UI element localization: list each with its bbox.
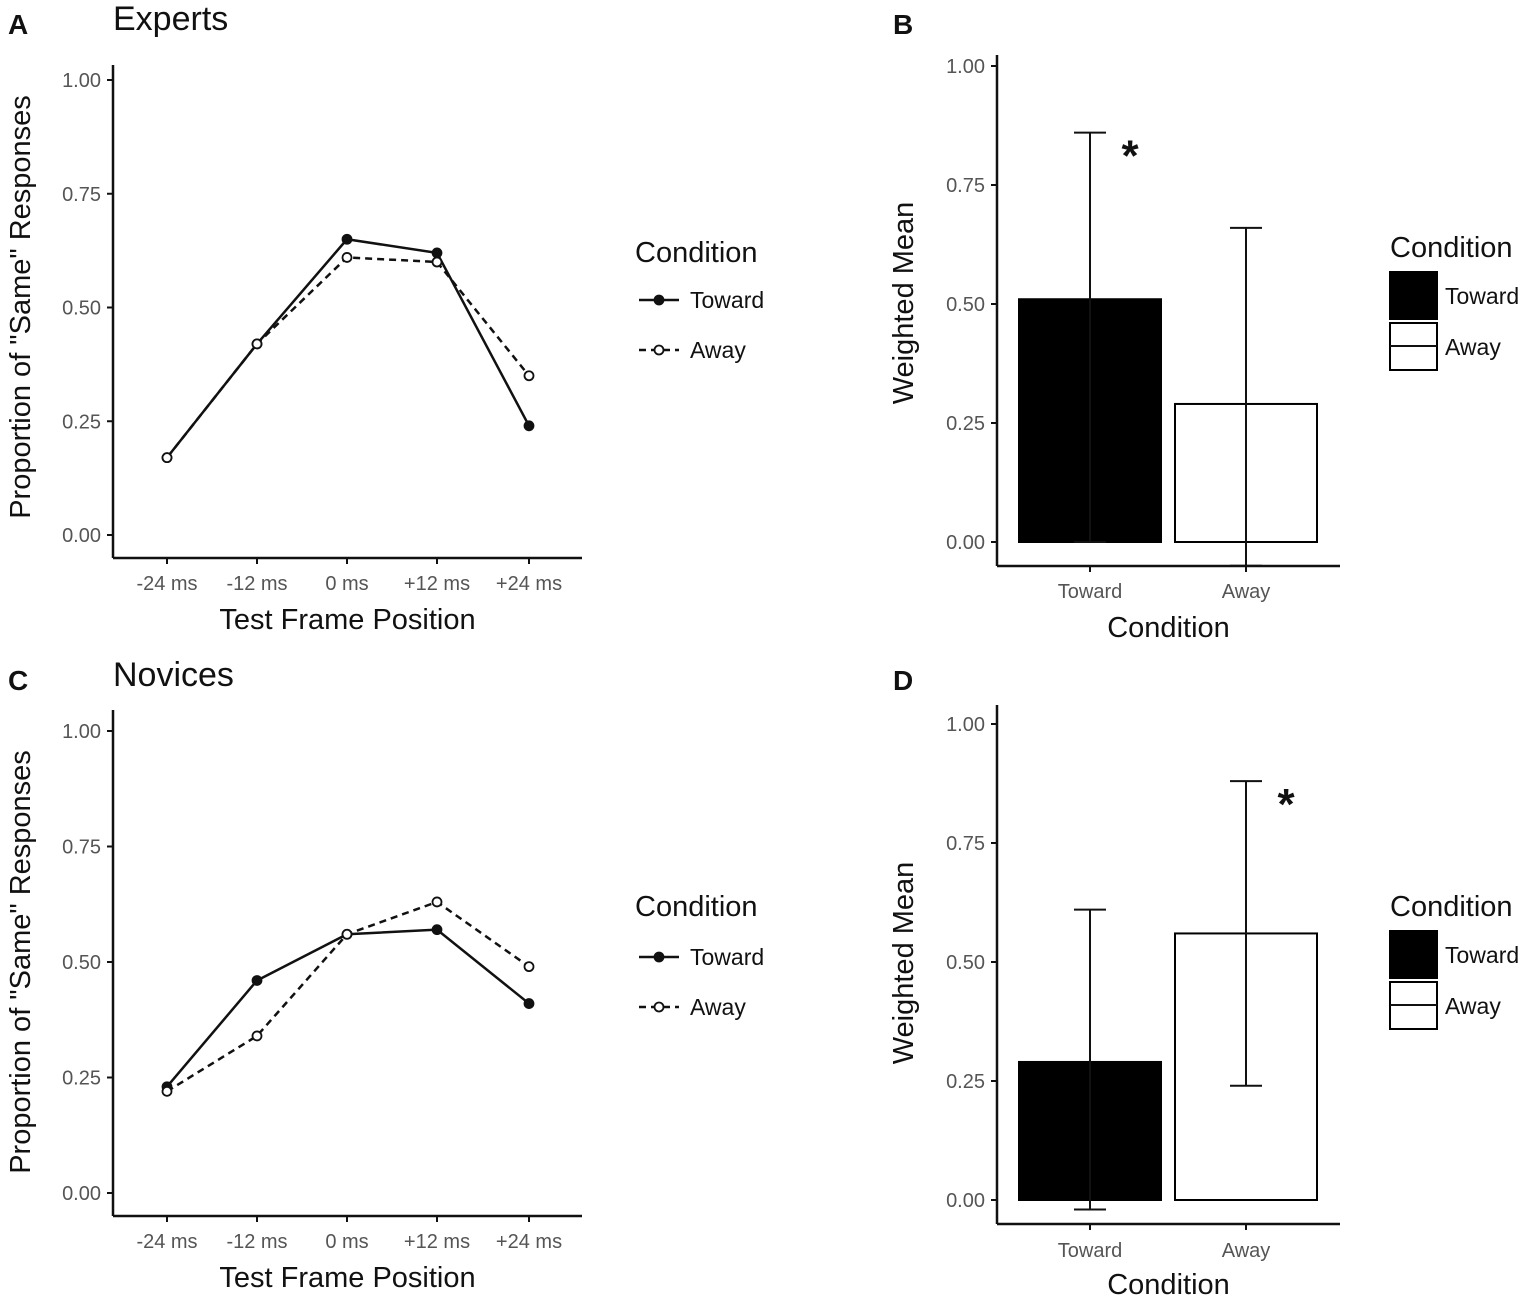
data-point-away [431, 256, 443, 268]
legend-label-toward: Toward [1445, 942, 1519, 968]
data-point-toward [431, 247, 443, 259]
data-point-toward [341, 233, 353, 245]
y-tick-label: 0.50 [62, 952, 101, 974]
x-axis-title: Condition [1107, 612, 1230, 644]
panel-letter: C [8, 665, 28, 696]
data-point-away [161, 452, 173, 464]
y-tick-label: 0.00 [946, 532, 985, 554]
y-tick-label: 0.25 [62, 1068, 101, 1090]
x-axis-title: Condition [1107, 1269, 1230, 1301]
y-axis-title: Weighted Mean [888, 202, 920, 405]
legend-label-away: Away [690, 337, 746, 363]
y-tick-label: 1.00 [62, 721, 101, 743]
legend-label-away: Away [1445, 993, 1501, 1019]
panel-d: D 0.00 0.25 0.50 0.75 1.00 Toward Away Condition… [888, 665, 1519, 1301]
data-point-toward [431, 924, 443, 936]
x-tick-label: -24 ms [136, 1231, 197, 1253]
panel-c: C Novices 0.00 0.25 0.50 0.75 1.00 -24 ms -12 ms… [5, 656, 764, 1294]
y-tick-label: 0.25 [946, 1071, 985, 1093]
x-tick-label: +24 ms [496, 573, 562, 595]
y-tick-label: 0.50 [946, 952, 985, 974]
panel-a: A Experts 0.00 0.25 0.50 0.75 1.00 -24 ms -12 ms… [5, 0, 764, 636]
x-tick-label: Toward [1058, 581, 1122, 603]
y-tick-label: 0.25 [946, 413, 985, 435]
legend-title: Condition [1390, 891, 1513, 923]
panel-letter: B [893, 9, 913, 40]
x-tick-label: Away [1222, 581, 1271, 603]
y-tick-label: 1.00 [946, 56, 985, 78]
data-point-away [251, 1030, 263, 1042]
y-tick-label: 0.50 [62, 298, 101, 320]
data-point-toward [251, 975, 263, 986]
x-tick-label: -24 ms [136, 573, 197, 595]
data-point-toward [523, 420, 535, 432]
y-axis-title: Proportion of "Same" Responses [5, 750, 37, 1174]
panel-title: Novices [113, 656, 234, 694]
y-axis-title: Weighted Mean [888, 862, 920, 1065]
x-tick-label: -12 ms [226, 573, 287, 595]
y-tick-label: 1.00 [62, 70, 101, 92]
data-point-away [431, 896, 443, 908]
data-point-away [251, 338, 263, 350]
x-tick-label: -12 ms [226, 1231, 287, 1253]
panel-letter: A [8, 9, 28, 40]
y-tick-label: 0.00 [62, 525, 101, 547]
series-line-toward [166, 237, 531, 459]
data-point-away [161, 1085, 173, 1097]
x-tick-label: +12 ms [404, 573, 470, 595]
series-line-away [166, 256, 530, 459]
legend-title: Condition [635, 237, 758, 269]
y-tick-label: 1.00 [946, 714, 985, 736]
data-point-toward [523, 998, 535, 1009]
series-line-toward [166, 928, 530, 1088]
y-tick-label: 0.00 [62, 1183, 101, 1205]
legend-marker-toward [653, 951, 665, 963]
panel-title: Experts [113, 0, 228, 38]
y-axis-title: Proportion of "Same" Responses [5, 95, 37, 519]
y-tick-label: 0.75 [946, 175, 985, 197]
legend-label-away: Away [1445, 334, 1501, 360]
y-tick-label: 0.25 [62, 411, 101, 433]
data-point-away [341, 928, 353, 940]
significance-star: * [1121, 132, 1139, 181]
x-tick-label: +12 ms [404, 1231, 470, 1253]
x-tick-label: 0 ms [325, 573, 368, 595]
x-axis-title: Test Frame Position [219, 604, 475, 636]
y-tick-label: 0.75 [62, 837, 101, 859]
legend-marker-away [653, 344, 665, 356]
legend-marker-toward [653, 294, 665, 306]
y-tick-label: 0.50 [946, 294, 985, 316]
data-point-away [523, 370, 535, 382]
legend-label-toward: Toward [1445, 283, 1519, 309]
legend-label-toward: Toward [690, 944, 764, 970]
legend-label-toward: Toward [690, 287, 764, 313]
x-axis-title: Test Frame Position [219, 1262, 475, 1294]
panel-letter: D [893, 665, 913, 696]
x-tick-label: Away [1222, 1240, 1271, 1262]
data-point-away [523, 961, 535, 973]
y-tick-label: 0.75 [62, 184, 101, 206]
y-tick-label: 0.75 [946, 833, 985, 855]
panel-b: B 0.00 0.25 0.50 0.75 1.00 Toward Away Condition… [888, 9, 1519, 644]
significance-star: * [1277, 780, 1295, 829]
x-tick-label: 0 ms [325, 1231, 368, 1253]
x-tick-label: Toward [1058, 1240, 1122, 1262]
legend-title: Condition [635, 891, 758, 923]
legend-marker-away [653, 1001, 665, 1013]
legend-title: Condition [1390, 232, 1513, 264]
legend-label-away: Away [690, 994, 746, 1020]
y-tick-label: 0.00 [946, 1190, 985, 1212]
data-point-away [341, 252, 353, 263]
x-tick-label: +24 ms [496, 1231, 562, 1253]
